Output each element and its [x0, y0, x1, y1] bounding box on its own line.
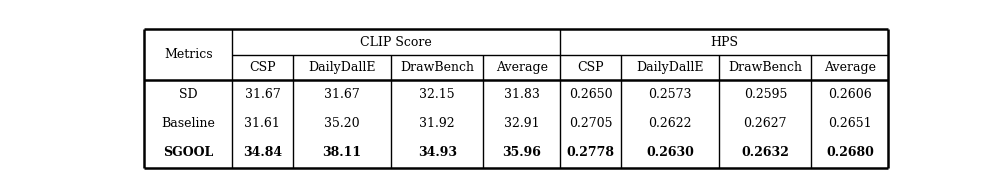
Text: HPS: HPS [710, 35, 738, 49]
Text: 0.2630: 0.2630 [646, 146, 694, 160]
Text: 31.67: 31.67 [245, 88, 280, 101]
Text: CSP: CSP [249, 61, 276, 74]
Text: 38.11: 38.11 [322, 146, 361, 160]
Text: 0.2622: 0.2622 [648, 117, 692, 130]
Text: 31.61: 31.61 [244, 117, 280, 130]
Text: DailyDallE: DailyDallE [636, 61, 704, 74]
Text: 32.91: 32.91 [504, 117, 540, 130]
Text: Average: Average [496, 61, 548, 74]
Text: 35.20: 35.20 [324, 117, 360, 130]
Text: DrawBench: DrawBench [400, 61, 474, 74]
Text: CLIP Score: CLIP Score [360, 35, 432, 49]
Text: Baseline: Baseline [161, 117, 215, 130]
Text: 0.2573: 0.2573 [648, 88, 692, 101]
Text: 0.2627: 0.2627 [744, 117, 787, 130]
Text: Metrics: Metrics [164, 48, 213, 61]
Text: 32.15: 32.15 [419, 88, 455, 101]
Text: 34.93: 34.93 [418, 146, 457, 160]
Text: SD: SD [179, 88, 198, 101]
Text: 0.2705: 0.2705 [569, 117, 612, 130]
Text: 31.92: 31.92 [419, 117, 455, 130]
Text: 0.2632: 0.2632 [741, 146, 789, 160]
Text: Average: Average [824, 61, 876, 74]
Text: 31.67: 31.67 [324, 88, 360, 101]
Text: 0.2595: 0.2595 [744, 88, 787, 101]
Text: SGOOL: SGOOL [163, 146, 213, 160]
Text: DailyDallE: DailyDallE [308, 61, 376, 74]
Text: 0.2606: 0.2606 [828, 88, 872, 101]
Text: 31.83: 31.83 [504, 88, 540, 101]
Text: 34.84: 34.84 [243, 146, 282, 160]
Text: 0.2680: 0.2680 [826, 146, 874, 160]
Text: DrawBench: DrawBench [728, 61, 802, 74]
Text: 35.96: 35.96 [502, 146, 541, 160]
Text: 0.2650: 0.2650 [569, 88, 612, 101]
Text: CSP: CSP [577, 61, 604, 74]
Text: 0.2778: 0.2778 [566, 146, 614, 160]
Text: 0.2651: 0.2651 [828, 117, 872, 130]
